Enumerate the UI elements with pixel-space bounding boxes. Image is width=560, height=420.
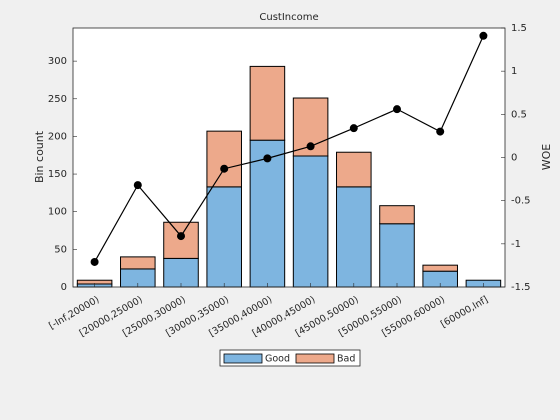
woe-marker: [220, 164, 229, 173]
y-tick-label: 150: [48, 169, 67, 180]
bar-segment: [249, 139, 286, 288]
bar-segment: [336, 186, 372, 288]
woe-marker: [133, 181, 142, 190]
legend-label: Good: [265, 354, 290, 365]
woe-marker: [177, 232, 185, 241]
woe-marker: [436, 127, 445, 136]
woe-marker: [393, 105, 401, 114]
y-tick-label: 200: [48, 131, 67, 142]
bar-segment: [163, 257, 199, 288]
y2-tick-label: 0: [511, 153, 517, 164]
y2-tick-label: 1.5: [511, 23, 527, 34]
y2-tick-label: -0.5: [511, 196, 531, 207]
bar-segment: [249, 65, 286, 141]
y-tick-label: 100: [48, 207, 67, 218]
legend-swatch: [223, 353, 263, 364]
woe-marker: [479, 31, 488, 40]
y-axis-label: Bin count: [33, 130, 46, 183]
y2-axis-label: WOE: [540, 144, 553, 171]
y-tick-label: 250: [48, 94, 67, 105]
y2-tick-label: -1: [511, 239, 521, 250]
y-tick-label: 0: [61, 282, 67, 293]
plot-area: [73, 28, 505, 287]
y2-tick-label: 0.5: [511, 109, 527, 120]
bar-segment: [422, 264, 458, 272]
y-tick-label: 50: [54, 244, 67, 255]
bar-segment: [206, 130, 242, 188]
bar-segment: [379, 205, 415, 225]
y2-tick-label: -1.5: [511, 282, 531, 293]
woe-marker: [90, 257, 99, 266]
chart-title: CustIncome: [259, 12, 318, 23]
bar-segment: [163, 221, 199, 259]
axes-box: [72, 27, 506, 288]
legend-swatch: [295, 353, 335, 364]
bar-segment: [379, 223, 415, 288]
bar-segment: [206, 186, 242, 288]
y2-tick-label: 1: [511, 66, 517, 77]
legend-label: Bad: [337, 354, 355, 365]
x-tick-label: [60000,Inf]: [439, 294, 490, 330]
bar-segment: [336, 151, 372, 188]
woe-marker: [263, 154, 272, 163]
y-tick-label: 300: [48, 56, 67, 67]
woe-line: [94, 35, 484, 263]
woe-marker: [306, 142, 315, 151]
bar-segment: [120, 256, 156, 270]
woe-marker: [349, 124, 358, 133]
bar-segment: [292, 155, 329, 288]
